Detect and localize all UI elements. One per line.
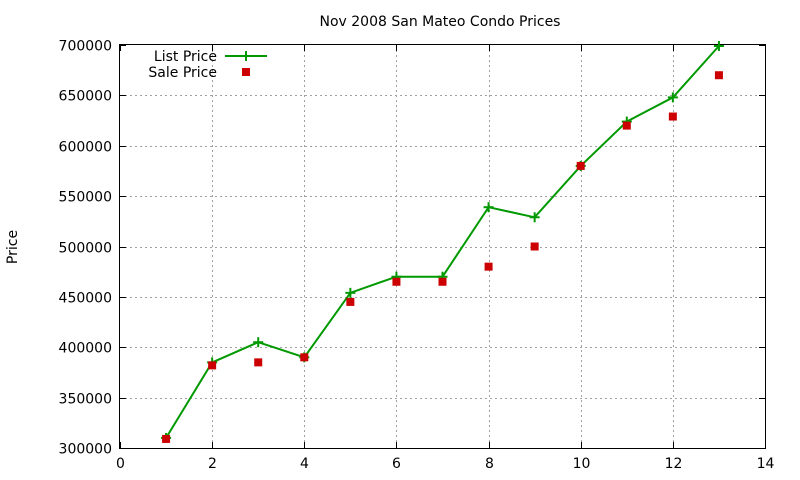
y-tick-label: 700000	[59, 39, 112, 55]
x-tick-label: 8	[485, 456, 494, 472]
x-tick-label: 14	[757, 456, 775, 472]
y-axis-label: Price	[5, 230, 21, 264]
y-tick-label: 500000	[59, 241, 112, 257]
sale-price-point	[484, 262, 493, 271]
list-price-point	[529, 212, 540, 223]
sale-price-point	[346, 297, 355, 306]
legend-label-sale-price: Sale Price	[148, 65, 217, 81]
grid	[120, 45, 765, 448]
sale-price-point	[668, 112, 677, 121]
sale-price-point	[208, 361, 217, 370]
list-price-point	[483, 202, 494, 213]
sale-price-point	[254, 358, 263, 367]
x-tick-label: 6	[392, 456, 401, 472]
plot-frame	[119, 44, 766, 449]
x-tick-label: 2	[208, 456, 217, 472]
chart-title: Nov 2008 San Mateo Condo Prices	[320, 14, 561, 30]
y-tick-label: 400000	[59, 341, 112, 357]
x-tick-label: 12	[665, 456, 683, 472]
sale-price-point	[622, 121, 631, 130]
y-tick-label: 550000	[59, 190, 112, 206]
list-price-point	[345, 287, 356, 298]
sale-price-point	[162, 434, 171, 443]
list-price-point	[667, 92, 678, 103]
x-tick-label: 10	[573, 456, 591, 472]
y-tick-label: 650000	[59, 89, 112, 105]
series-layer	[161, 41, 724, 443]
legend-marker-list-price	[241, 51, 251, 61]
y-axis: 300000 350000 400000 450000 500000 550000 6000…	[59, 39, 765, 458]
y-tick-label: 450000	[59, 291, 112, 307]
y-tick-label: 300000	[59, 442, 112, 458]
legend-label-list-price: List Price	[154, 49, 217, 65]
list-price-line	[165, 45, 720, 439]
x-tick-label: 4	[300, 456, 309, 472]
sale-price-point	[576, 161, 585, 170]
x-axis: 0 2 4 6 8 10 12 14	[116, 45, 774, 472]
sale-price-point	[300, 353, 309, 362]
sale-price-point	[438, 277, 447, 286]
legend-swatch-sale-price	[242, 68, 250, 76]
sale-price-point	[530, 242, 539, 251]
list-price-point	[713, 41, 724, 52]
x-tick-label: 0	[116, 456, 125, 472]
sale-price-point	[714, 71, 723, 80]
y-tick-label: 600000	[59, 140, 112, 156]
sale-price-point	[392, 277, 401, 286]
list-price-point	[253, 337, 264, 348]
y-tick-label: 350000	[59, 392, 112, 408]
